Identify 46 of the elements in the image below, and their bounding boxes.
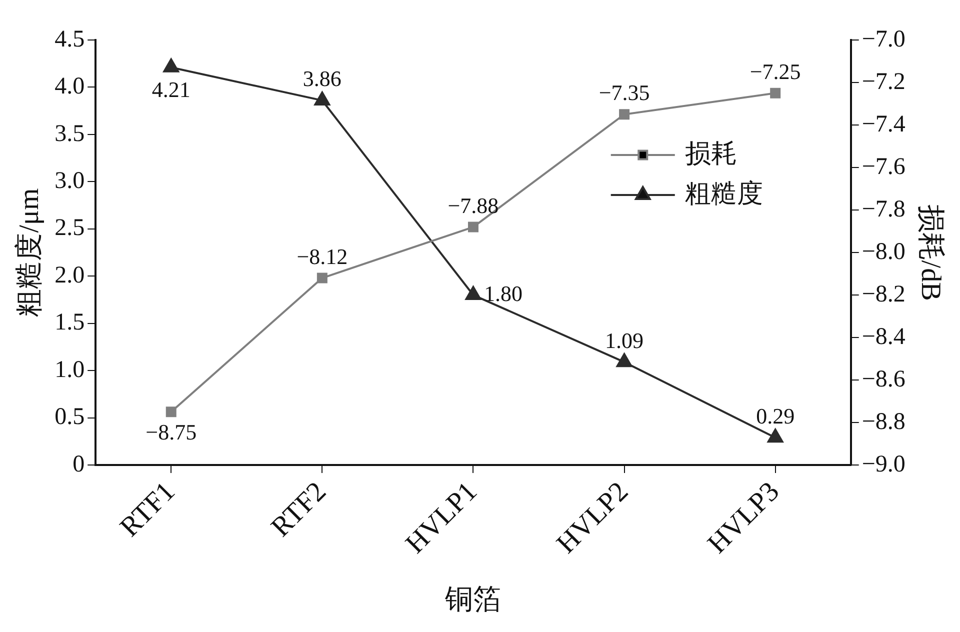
data-label: 0.29	[756, 403, 795, 428]
y-tick-label: 3.5	[54, 120, 85, 147]
y2-tick-label: −7.0	[862, 26, 906, 52]
y-tick-label: 2.0	[54, 262, 85, 288]
point	[770, 88, 781, 98]
y-tick-label: 0.5	[54, 404, 85, 430]
y2-tick-label: −7.8	[862, 196, 906, 222]
y-tick-label: 0	[72, 451, 85, 478]
data-label: 1.80	[484, 280, 522, 306]
y2-tick-label: −8.2	[862, 281, 906, 308]
y2-axis-title: 损耗/dB	[914, 204, 946, 301]
y2-tick-label: −7.4	[862, 111, 906, 138]
data-label: 3.86	[302, 66, 342, 92]
data-label: −8.75	[146, 420, 197, 445]
y-tick-label: 4.5	[54, 26, 85, 52]
data-label: −7.35	[598, 80, 650, 106]
y2-tick-label: −8.8	[862, 408, 906, 435]
data-label: −7.88	[448, 192, 499, 218]
point	[314, 91, 330, 106]
y-tick-label: 3.0	[54, 168, 85, 194]
y-tick-label: 4.0	[54, 74, 85, 100]
y2-tick-label: −8.0	[862, 238, 906, 265]
point	[616, 353, 632, 368]
data-label: −7.25	[750, 58, 801, 84]
point	[163, 58, 180, 72]
point	[468, 222, 478, 232]
y2-tick-label: −8.4	[862, 324, 906, 350]
y-tick-label: 1.5	[54, 310, 85, 336]
data-label: 1.09	[605, 328, 644, 353]
y2-tick-label: −8.6	[862, 366, 906, 392]
point	[619, 109, 630, 120]
legend-label: 粗糙度	[684, 178, 763, 208]
y2-tick-label: −7.6	[862, 154, 906, 180]
data-label: 4.21	[152, 77, 190, 102]
point	[316, 272, 328, 284]
y2-tick-label: −7.2	[862, 68, 906, 95]
legend-label: 损耗	[684, 138, 737, 168]
y-tick-label: 2.5	[54, 215, 85, 242]
y2-tick-label: −9.0	[862, 451, 906, 478]
point	[767, 428, 784, 443]
data-label: −8.12	[296, 244, 348, 269]
point	[166, 406, 176, 418]
y-axis-title: 粗糙度/μm	[14, 188, 46, 317]
y-tick-label: 1.0	[54, 356, 85, 383]
point	[465, 286, 482, 300]
x-axis-title: 铜箔	[444, 584, 502, 616]
